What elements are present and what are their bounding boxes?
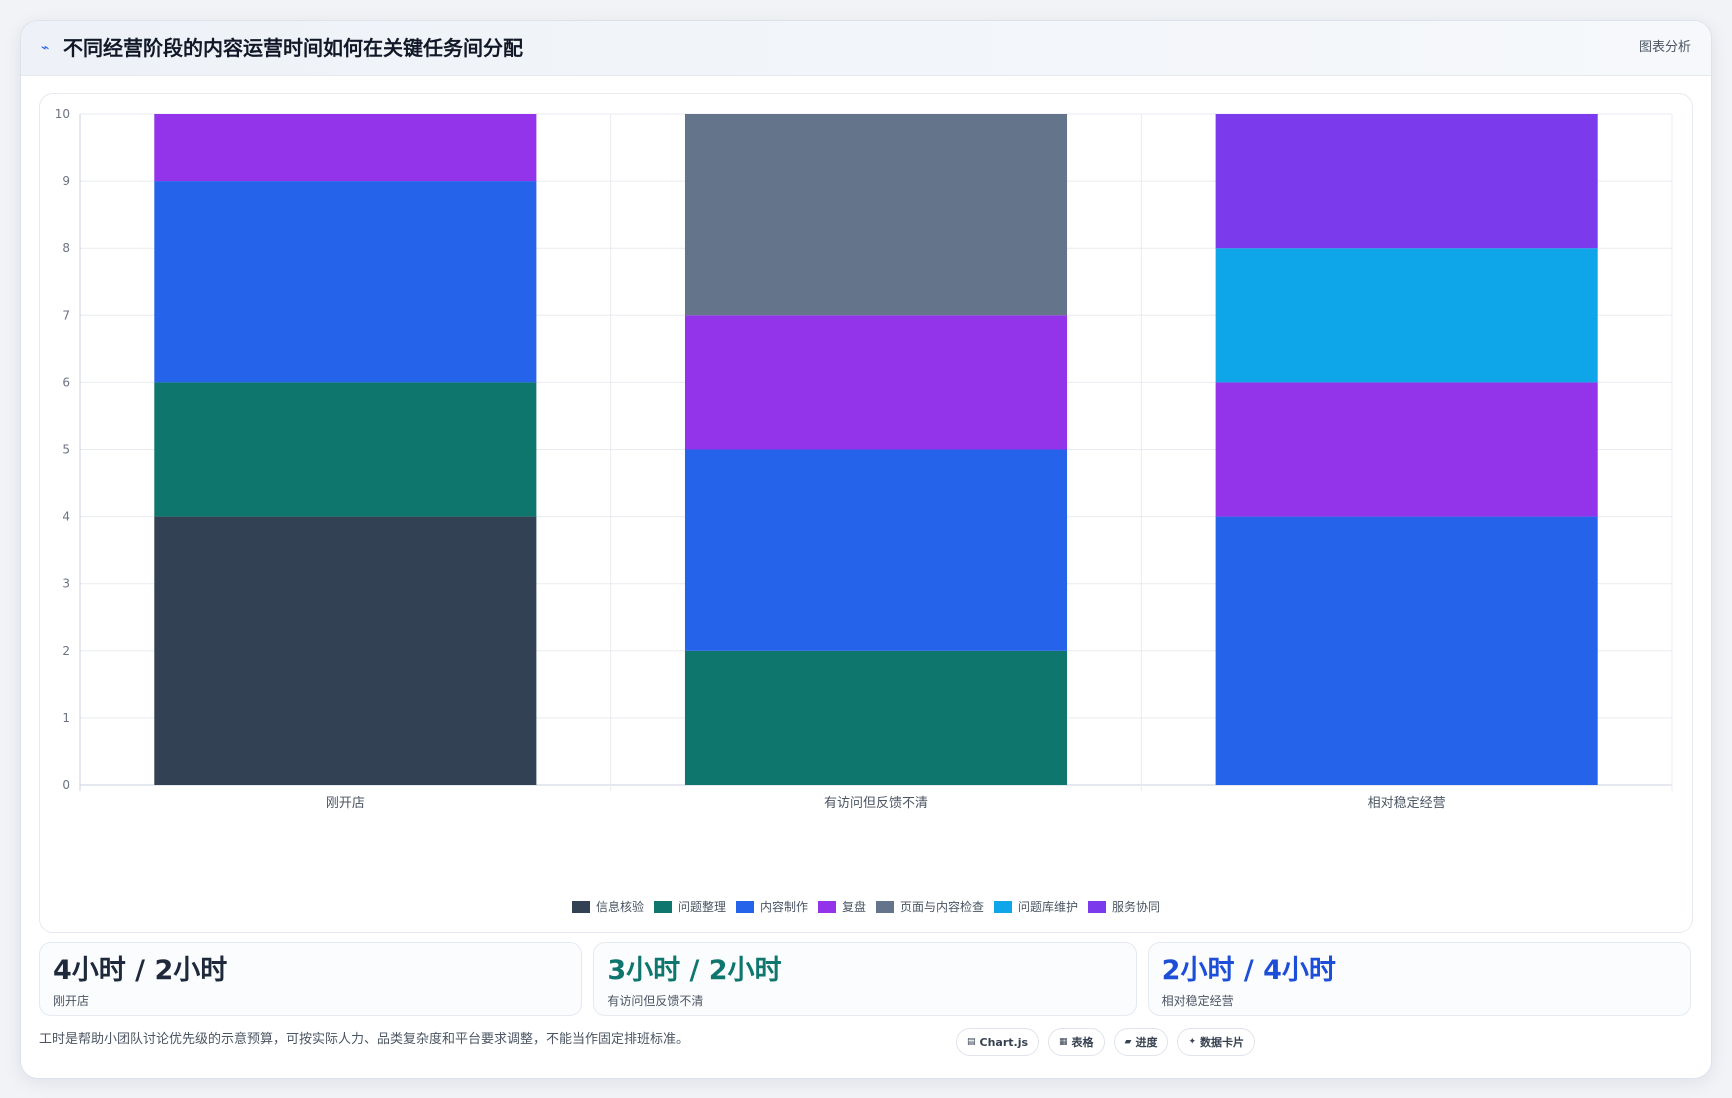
chart-card: ⌁ 不同经营阶段的内容运营时间如何在关键任务间分配 图表分析 0 1 2 3 4 5 6 7 8… — [20, 20, 1712, 1079]
y-tick-label: 4 — [62, 510, 70, 524]
legend-label: 信息核验 — [595, 900, 644, 914]
legend-swatch — [994, 901, 1013, 913]
stat-label: 相对稳定经营 — [1161, 994, 1234, 1008]
stat-label: 刚开店 — [53, 994, 90, 1008]
stat-value: 2小时 / 4小时 — [1161, 955, 1336, 986]
y-tick-label: 7 — [62, 308, 70, 322]
bar-segment — [1215, 382, 1598, 517]
legend-label: 服务协同 — [1112, 900, 1161, 914]
chart-legend: 信息核验 问题整理 内容制作 复盘 页面与内容检查 问题库维护 服务协同 — [40, 897, 1692, 917]
y-tick-label: 10 — [55, 107, 70, 121]
tool-chip-progress[interactable]: ▰ 进度 — [1113, 1028, 1169, 1056]
tool-chip-cards[interactable]: ✦ 数据卡片 — [1177, 1028, 1256, 1056]
footnote: 工时是帮助小团队讨论优先级的示意预算，可按实际人力、品类复杂度和平台要求调整，不… — [39, 1032, 690, 1047]
tool-chips: ▤ Chart.js ▦ 表格 ▰ 进度 ✦ 数据卡片 — [956, 1028, 1256, 1056]
legend-swatch — [817, 901, 836, 913]
tool-chip-chartjs[interactable]: ▤ Chart.js — [956, 1028, 1040, 1056]
chart-area: 0 1 2 3 4 5 6 7 8 9 10 刚开店 有访问但反馈不清 相对稳定经营 信息核验 问题整理 内容… — [39, 93, 1693, 933]
legend-label: 复盘 — [841, 900, 866, 914]
legend-swatch — [653, 901, 672, 913]
tool-chip-label: Chart.js — [979, 1035, 1029, 1049]
legend-item[interactable]: 内容制作 — [735, 897, 808, 917]
bar-segment — [684, 315, 1068, 450]
legend-item[interactable]: 问题库维护 — [994, 897, 1078, 917]
bar-segment — [684, 449, 1068, 651]
stat-card: 3小时 / 2小时 有访问但反馈不清 — [593, 942, 1137, 1016]
legend-item[interactable]: 问题整理 — [653, 897, 726, 917]
chart-icon: ▤ — [967, 1037, 976, 1047]
legend-label: 内容制作 — [759, 900, 808, 914]
bar-segment — [154, 114, 537, 182]
legend-swatch — [735, 901, 754, 913]
legend-swatch — [1088, 901, 1107, 913]
tool-chip-label: 进度 — [1135, 1036, 1158, 1049]
bar-segment — [684, 114, 1068, 316]
legend-item[interactable]: 信息核验 — [571, 897, 644, 917]
y-tick-label: 9 — [62, 174, 70, 188]
y-tick-label: 0 — [62, 778, 70, 792]
analysis-button[interactable]: 图表分析 — [1638, 40, 1691, 55]
stat-card: 4小时 / 2小时 刚开店 — [39, 942, 583, 1016]
legend-label: 问题整理 — [677, 900, 726, 914]
legend-swatch — [571, 901, 590, 913]
stat-cards: 4小时 / 2小时 刚开店 3小时 / 2小时 有访问但反馈不清 2小时 / 4… — [39, 942, 1691, 1016]
bar-segment — [684, 650, 1068, 785]
y-tick-label: 1 — [62, 711, 70, 725]
legend-label: 问题库维护 — [1018, 900, 1079, 914]
legend-item[interactable]: 复盘 — [817, 897, 866, 917]
legend-item[interactable]: 服务协同 — [1088, 897, 1160, 917]
y-tick-label: 8 — [62, 241, 70, 255]
card-header: ⌁ 不同经营阶段的内容运营时间如何在关键任务间分配 图表分析 — [21, 21, 1711, 76]
bar-segment — [1215, 114, 1598, 249]
progress-icon: ▰ — [1124, 1037, 1132, 1047]
bar-segment — [154, 516, 537, 785]
stacked-bar-chart: 0 1 2 3 4 5 6 7 8 9 10 刚开店 有访问但反馈不清 相对稳定经营 — [55, 107, 1673, 811]
x-tick-label: 有访问但反馈不清 — [824, 796, 928, 811]
tool-chip-label: 数据卡片 — [1200, 1036, 1245, 1049]
stat-value: 3小时 / 2小时 — [607, 955, 782, 986]
chart-title: 不同经营阶段的内容运营时间如何在关键任务间分配 — [63, 36, 523, 60]
bar-segment — [154, 382, 537, 517]
legend-swatch — [876, 901, 894, 913]
bar-segment — [1215, 516, 1598, 785]
y-tick-label: 2 — [62, 644, 70, 658]
x-tick-label: 相对稳定经营 — [1368, 795, 1446, 811]
sparkle-icon: ✦ — [1188, 1037, 1197, 1047]
y-tick-label: 6 — [62, 375, 70, 389]
y-tick-label: 5 — [62, 443, 70, 457]
tool-chip-table[interactable]: ▦ 表格 — [1048, 1028, 1105, 1056]
stat-value: 4小时 / 2小时 — [53, 955, 228, 986]
x-tick-label: 刚开店 — [326, 796, 365, 811]
y-tick-label: 3 — [62, 577, 70, 591]
bar-segment — [154, 181, 537, 383]
stat-label: 有访问但反馈不清 — [607, 994, 704, 1008]
bar-segment — [1215, 248, 1598, 383]
legend-label: 页面与内容检查 — [900, 900, 985, 914]
tool-chip-label: 表格 — [1071, 1036, 1094, 1049]
table-icon: ▦ — [1059, 1037, 1068, 1047]
stat-card: 2小时 / 4小时 相对稳定经营 — [1147, 942, 1691, 1016]
trend-icon: ⌁ — [41, 40, 50, 56]
legend-item[interactable]: 页面与内容检查 — [876, 897, 984, 917]
